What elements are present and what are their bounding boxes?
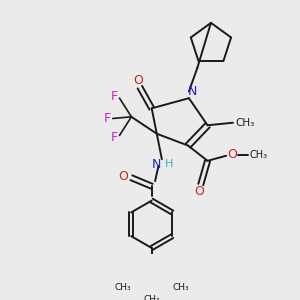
Text: CH₃: CH₃ [115,283,131,292]
Text: F: F [104,112,111,125]
Text: F: F [111,90,118,103]
Text: CH₃: CH₃ [249,150,267,160]
Text: CH₃: CH₃ [172,283,189,292]
Text: O: O [133,74,143,87]
Text: O: O [118,169,128,183]
Text: CH₃: CH₃ [235,118,254,128]
Text: O: O [194,185,204,198]
Text: N: N [152,158,161,171]
Text: H: H [164,159,173,169]
Text: N: N [188,85,197,98]
Text: F: F [111,130,118,144]
Text: CH₃: CH₃ [143,295,160,300]
Text: O: O [227,148,237,161]
